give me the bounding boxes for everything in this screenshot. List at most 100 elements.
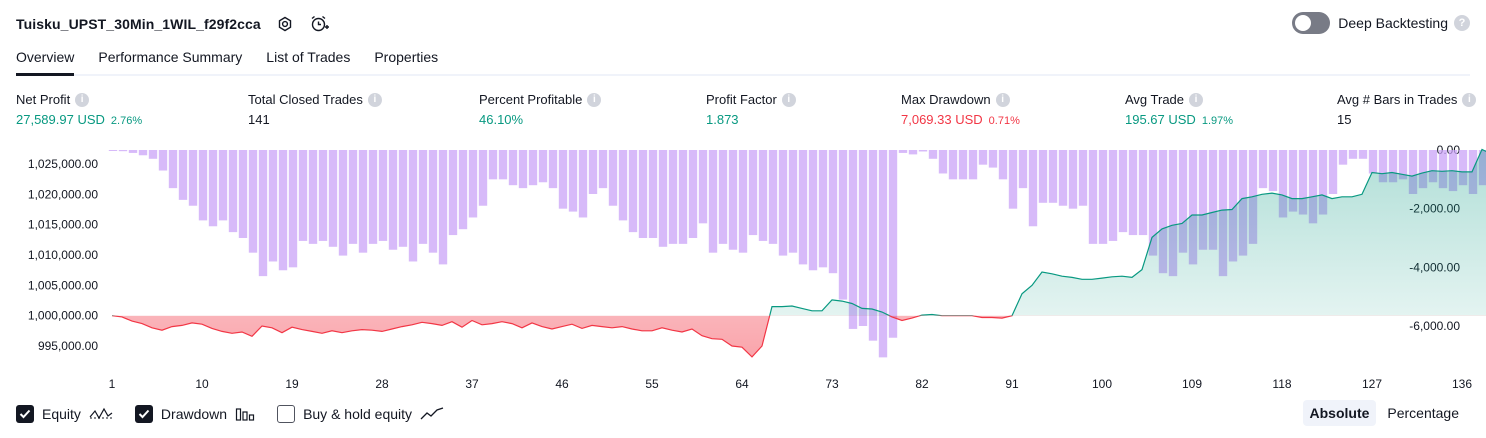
tab-list-of-trades[interactable]: List of Trades [266,49,351,65]
equity-drawdown-chart[interactable]: 1,025,000.00 1,020,000.00 1,015,000.00 1,01… [0,140,1486,396]
drawdown-bar [178,150,188,200]
drawdown-bar [1288,150,1298,212]
drawdown-bar [1188,150,1198,265]
info-icon[interactable]: i [587,92,602,107]
metric-avg-trade: Avg Trade i 195.67 USD 1.97% [1125,92,1233,127]
drawdown-bar [968,150,978,180]
drawdown-bar [218,150,228,221]
x-axis-tick: 28 [375,377,389,391]
drawdown-bar [188,150,198,206]
checkbox-equity[interactable] [16,405,34,423]
alarm-clock-plus-icon[interactable] [309,14,329,34]
right-axis-tick: -6,000.00 [1409,319,1460,333]
left-axis-tick: 1,020,000.00 [28,187,98,201]
drawdown-bar [578,150,588,218]
drawdown-bar [1438,150,1448,189]
buy-hold-line-icon [420,406,444,422]
drawdown-bar [798,150,808,265]
drawdown-bar [788,150,798,253]
drawdown-bar [428,150,438,253]
drawdown-bar [398,150,408,247]
drawdown-bar [1088,150,1098,244]
drawdown-bar [1418,150,1428,189]
x-axis-tick: 82 [915,377,929,391]
x-axis-tick: 100 [1092,377,1112,391]
drawdown-bar [408,150,418,262]
checkbox-buy-hold[interactable] [277,405,296,423]
drawdown-bar [918,150,928,152]
metric-label: Profit Factor [706,92,777,107]
drawdown-bar [558,150,568,209]
info-icon[interactable]: i [1462,92,1477,107]
drawdown-bar [1318,150,1328,215]
drawdown-bar [268,150,278,262]
drawdown-bar [948,150,958,180]
equity-line-icon [89,406,113,422]
drawdown-bar [818,150,828,268]
drawdown-bar [748,150,758,236]
drawdown-bar [1208,150,1218,250]
drawdown-bar [468,150,478,218]
drawdown-bar [1368,150,1378,174]
legend-equity[interactable]: Equity [16,405,113,423]
metric-value: 46.10% [479,112,524,127]
metric-value: 15 [1337,112,1352,127]
gear-icon[interactable] [275,14,295,34]
legend-drawdown[interactable]: Drawdown [134,405,255,423]
metric-percent: 1.97% [1201,115,1234,127]
legend-buy-hold[interactable]: Buy & hold equity [277,405,444,423]
deep-backtesting-toggle[interactable] [1292,12,1331,34]
drawdown-bar [1128,150,1138,236]
info-icon[interactable]: i [995,92,1010,107]
drawdown-bar [478,150,488,206]
drawdown-bar [148,150,158,159]
info-icon[interactable]: i [1189,92,1204,107]
absolute-button[interactable]: Absolute [1302,400,1377,426]
drawdown-bar [938,150,948,174]
info-icon[interactable]: i [781,92,796,107]
x-axis-tick: 136 [1452,377,1472,391]
tab-performance-summary[interactable]: Performance Summary [98,49,243,65]
metric-value: 141 [248,112,270,127]
drawdown-bar [1388,150,1398,183]
metric-value: 27,589.97 USD [16,112,105,127]
drawdown-bar [898,150,908,153]
drawdown-bar [238,150,248,238]
strategy-header: Tuisku_UPST_30Min_1WIL_f29f2cca [16,10,329,38]
x-axis-tick: 19 [285,377,299,391]
left-axis-tick: 1,000,000.00 [28,309,98,323]
drawdown-bar [1398,150,1408,180]
drawdown-bar [828,150,838,274]
metric-value: 1.873 [706,112,739,127]
drawdown-bar [458,150,468,230]
drawdown-bar [778,150,788,256]
chart-legend: Equity Drawdown Buy & hold equity [16,402,466,426]
drawdown-bar [418,150,428,244]
percentage-button[interactable]: Percentage [1387,405,1459,421]
drawdown-bar [278,150,288,271]
tab-overview[interactable]: Overview [16,44,75,76]
drawdown-bar [1168,150,1178,277]
drawdown-bar [528,150,538,186]
drawdown-bar [518,150,528,189]
left-axis-tick: 1,025,000.00 [28,157,98,171]
drawdown-bar [298,150,308,241]
metric-value: 7,069.33 USD [901,112,983,127]
metric-label: Avg # Bars in Trades [1337,92,1458,107]
drawdown-bar [978,150,988,165]
drawdown-bar [1118,150,1128,233]
drawdown-bar [658,150,668,247]
info-icon[interactable]: i [75,92,90,107]
help-icon[interactable]: ? [1454,15,1470,31]
drawdown-bar [1068,150,1078,209]
tab-properties[interactable]: Properties [374,49,439,65]
drawdown-bar [1268,150,1278,192]
info-icon[interactable]: i [367,92,382,107]
drawdown-bar [1258,150,1268,189]
equity-area-positive [769,149,1486,316]
drawdown-bar [838,150,848,300]
drawdown-bar [368,150,378,244]
checkbox-drawdown[interactable] [134,405,153,423]
drawdown-bar [928,150,938,159]
drawdown-bar [698,150,708,224]
